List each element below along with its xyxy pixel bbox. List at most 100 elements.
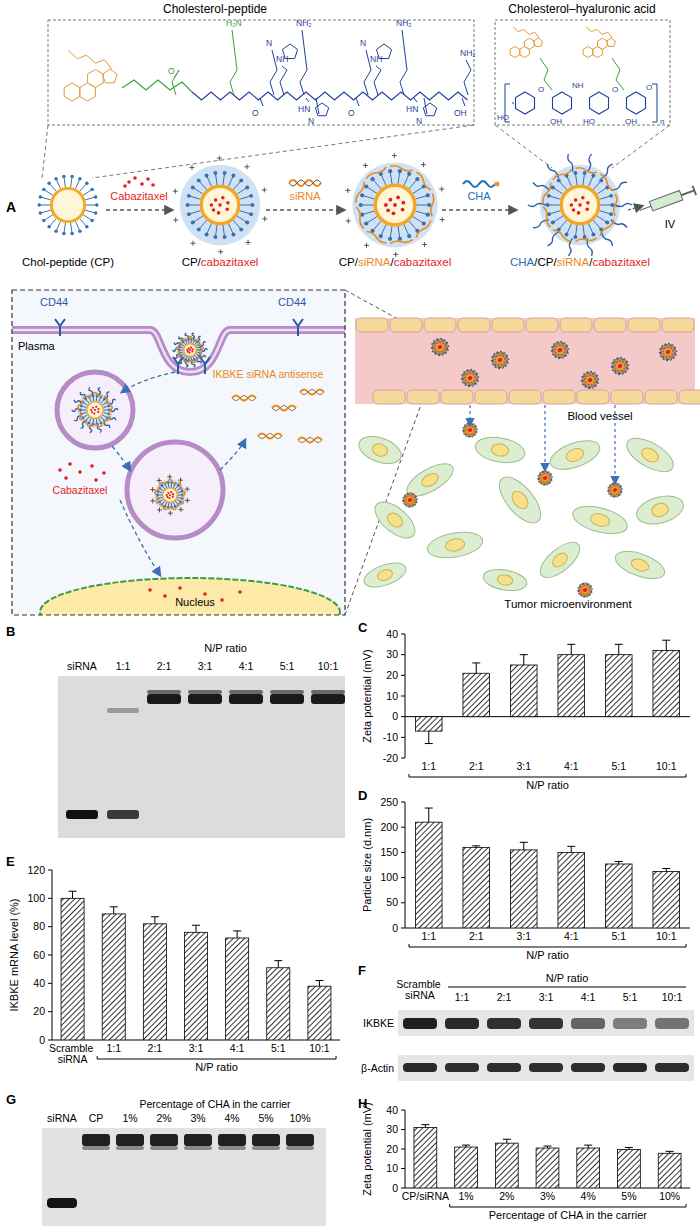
traffic-arrow — [120, 500, 160, 575]
blot-background — [398, 1010, 694, 1036]
lipid-tail — [189, 205, 200, 206]
charge — [178, 478, 183, 483]
drug-dot — [468, 429, 470, 431]
error-bar — [69, 891, 77, 898]
lipid-head — [191, 186, 195, 190]
gel-band — [147, 690, 181, 694]
drug-dot — [217, 211, 221, 215]
lipid-tail — [576, 225, 578, 236]
gel-band — [188, 694, 222, 704]
lipid-head — [70, 232, 74, 236]
lipid-tail — [588, 223, 592, 233]
x-axis-label: N/P ratio — [526, 779, 569, 791]
cd44-receptor — [55, 319, 65, 336]
atom-label: HO — [583, 117, 595, 126]
lipid-head — [426, 193, 430, 197]
sirna — [155, 486, 159, 494]
plot-area — [414, 1125, 681, 1188]
endothelial-cell — [424, 318, 456, 332]
sirna — [539, 475, 542, 478]
lane-label: 5:1 — [623, 991, 638, 1003]
y-tick — [401, 1129, 405, 1130]
core — [184, 344, 196, 356]
lipid-tail — [597, 188, 606, 194]
lipid-head — [174, 505, 177, 508]
nanoparticle — [403, 493, 418, 507]
drug-dot — [166, 494, 168, 496]
sirna — [298, 438, 322, 443]
nucleus-label: Nucleus — [175, 596, 215, 608]
x-tick-label-line: siRNA — [58, 1053, 88, 1065]
sirna — [584, 593, 587, 596]
cell-nucleus — [376, 568, 394, 583]
ring — [534, 38, 543, 46]
y-tick — [401, 877, 405, 878]
charge — [167, 474, 172, 479]
lipid-head — [553, 347, 556, 350]
sirna — [390, 240, 412, 244]
sirna — [466, 433, 469, 436]
charge — [262, 187, 267, 192]
sirna — [543, 183, 551, 203]
lipid-tail — [364, 196, 375, 199]
lipid-head — [599, 179, 603, 183]
lipid-tail — [416, 205, 427, 206]
y-tick — [401, 928, 405, 929]
sirna — [435, 341, 438, 343]
lipid-tail — [57, 221, 61, 230]
lipid-head — [439, 340, 442, 343]
drug-dot — [151, 183, 155, 187]
halo — [463, 371, 476, 384]
sirna — [499, 353, 503, 356]
error-bar — [662, 640, 670, 650]
core — [542, 475, 547, 480]
y-tick-label: 40 — [386, 1104, 398, 1116]
sirna — [463, 378, 465, 381]
lipid-tail — [194, 188, 203, 194]
error-bar — [421, 1125, 429, 1128]
cell-body — [633, 491, 686, 529]
sirna — [463, 374, 466, 377]
cell-nucleus — [639, 445, 661, 464]
x-axis — [405, 716, 690, 717]
bar — [577, 1148, 600, 1188]
gel-background — [58, 676, 345, 838]
lipid-head — [364, 221, 368, 225]
gel-band — [82, 1146, 110, 1150]
halo — [539, 472, 550, 483]
lane-label: 1:1 — [455, 991, 470, 1003]
lipid-tail — [83, 190, 91, 195]
lipid-tail — [233, 220, 240, 228]
lipid-tail — [554, 188, 563, 194]
lipid-head — [191, 221, 195, 225]
lipid-head — [85, 181, 89, 185]
lipid-head — [197, 179, 201, 183]
ring — [627, 92, 646, 114]
atom-label: NH₂ — [296, 18, 312, 28]
atom-label: O — [168, 66, 175, 76]
lipid-tail — [233, 182, 240, 190]
gel-band — [116, 1134, 144, 1146]
sirna — [503, 354, 505, 358]
tumor-cell — [482, 566, 529, 593]
y-tick — [48, 1011, 52, 1012]
lipid-head — [100, 422, 103, 425]
x-tick-label: 2:1 — [148, 1042, 163, 1054]
sirna — [160, 481, 167, 485]
charge — [217, 156, 222, 161]
error-bar — [662, 869, 670, 872]
lane-label: siRNA — [47, 1112, 77, 1124]
bar — [308, 986, 331, 1040]
x-tick-label: 5:1 — [611, 930, 626, 942]
lipid-head — [371, 177, 375, 181]
panel-label: D — [358, 788, 367, 803]
drug-dot — [64, 476, 68, 480]
blot-band — [529, 1018, 563, 1029]
error-bar — [425, 808, 433, 822]
sirna — [616, 369, 619, 373]
arrow-label: siRNA — [289, 190, 321, 202]
lipid-tail — [228, 177, 232, 187]
sirna — [300, 390, 324, 395]
error-bar — [584, 1145, 592, 1148]
cell-body — [612, 546, 668, 584]
